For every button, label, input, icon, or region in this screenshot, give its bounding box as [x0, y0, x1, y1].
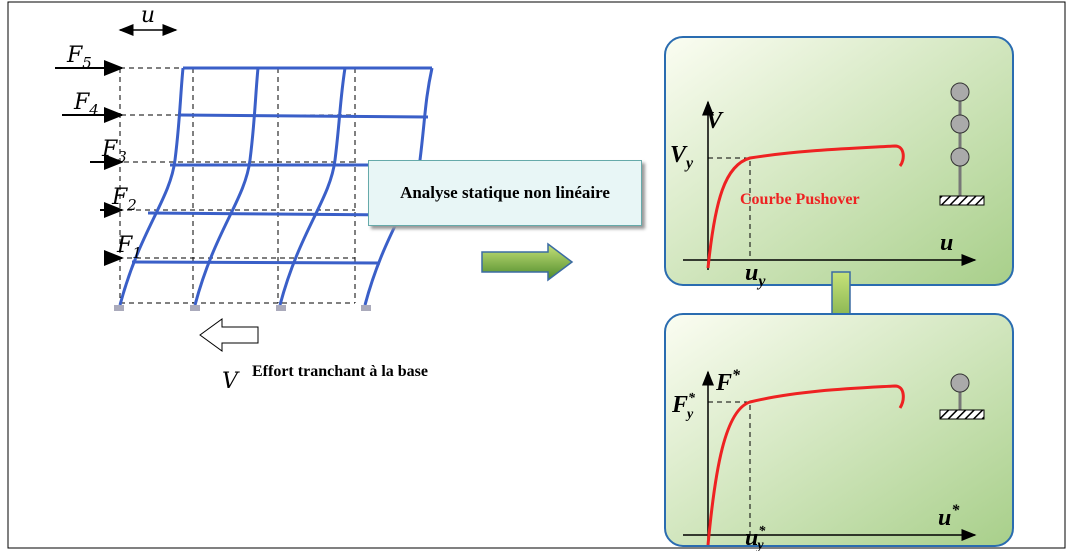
curve-label: Courbe Pushover	[740, 191, 860, 208]
process-box: Analyse statique non linéaire	[368, 160, 642, 226]
sup: *	[951, 502, 960, 519]
symbol: F	[671, 392, 688, 418]
symbol: F	[73, 90, 90, 115]
symbol: F	[101, 137, 118, 162]
index: 1	[132, 244, 142, 262]
symbol: F	[66, 43, 83, 68]
border	[7, 1, 1066, 549]
symbol: u	[745, 260, 758, 286]
force-label: F1	[116, 233, 142, 262]
process-arrow	[481, 242, 574, 282]
base-shear-arrow	[199, 318, 259, 352]
index: 2	[126, 196, 137, 214]
pushover-curve	[706, 144, 905, 269]
symbol: F	[116, 233, 133, 258]
index: 4	[88, 101, 99, 119]
sub: y	[685, 407, 694, 422]
force-label: F5	[66, 43, 92, 72]
symbol: F	[715, 370, 732, 396]
equivalent-curve	[706, 384, 905, 546]
equivalent-panel	[664, 313, 1014, 547]
sdof-icon	[939, 373, 985, 420]
symbol: F	[111, 185, 128, 210]
supports	[114, 305, 371, 311]
base-shear-caption: Effort tranchant à la base	[252, 363, 428, 380]
force-label: F3	[101, 137, 127, 166]
force-label: F2	[111, 185, 137, 214]
yield-lines	[708, 157, 751, 260]
symbol: u	[938, 505, 951, 531]
sub: y	[755, 538, 764, 551]
yield-force-label: Vy	[670, 142, 694, 172]
symbol: V	[670, 142, 688, 168]
base-shear-symbol: V	[222, 369, 240, 394]
sup: *	[688, 391, 696, 406]
sup: *	[732, 367, 741, 384]
sub: y	[684, 155, 694, 172]
symbol: u	[745, 525, 758, 551]
x-axis-label: u	[940, 230, 953, 256]
mdof-icon	[939, 82, 985, 206]
y-axis-label: V	[706, 108, 724, 134]
yield-force-label: F* y	[671, 391, 696, 422]
sup: *	[758, 524, 766, 539]
yield-disp-label: uy	[745, 260, 766, 290]
yield-lines	[708, 401, 751, 535]
x-axis-label: u*	[938, 502, 960, 531]
force-label: F4	[73, 90, 99, 119]
undeformed-frame	[112, 67, 356, 304]
sub: y	[756, 273, 766, 290]
displacement-label: u	[141, 3, 155, 28]
yield-disp-label: u* y	[745, 524, 766, 551]
y-axis-label: F*	[715, 367, 741, 396]
index: 3	[117, 148, 127, 166]
index: 5	[82, 54, 92, 72]
deformed-frame	[118, 66, 434, 306]
